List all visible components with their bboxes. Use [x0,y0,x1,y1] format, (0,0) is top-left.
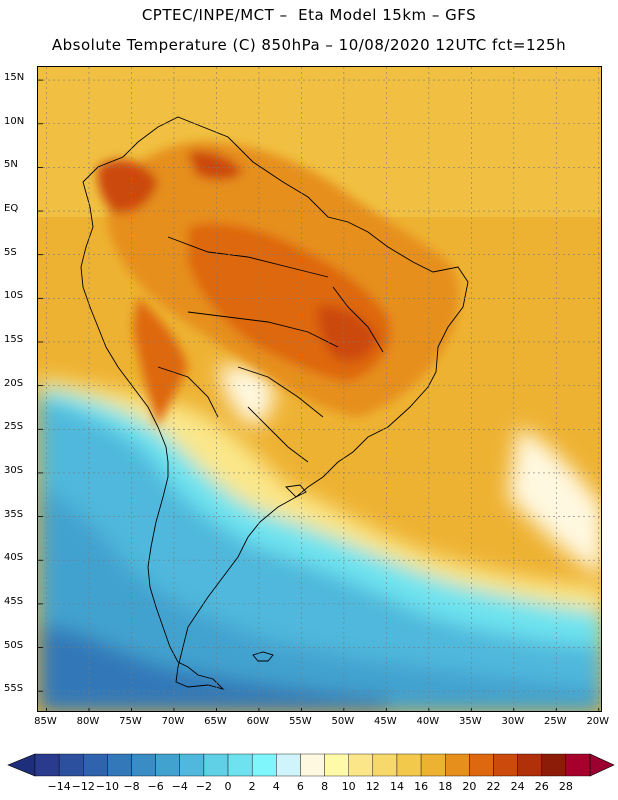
graticule [38,67,601,711]
colorbar-swatch [131,753,156,777]
colorbar-tick-label: −2 [195,780,213,793]
longitude-label: 85W [34,716,57,727]
longitude-label: 60W [246,716,270,727]
colorbar-tick-label: −12 [71,780,95,793]
colorbar-tick-label: 2 [248,780,256,793]
latitude-label: 55S [4,683,24,695]
longitude-label: 55W [289,716,312,727]
colorbar-swatch [517,753,542,777]
chart-title-line2: Absolute Temperature (C) 850hPa – 10/08/… [51,36,567,54]
colorbar-swatch [348,753,374,777]
colorbar-tick-label: 8 [321,780,329,793]
colorbar-swatch [58,753,84,777]
latitude-label: 15N [4,72,25,84]
colorbar-tick-label: −14 [47,780,71,793]
colorbar-tick-label: 22 [486,780,501,793]
latitude-label: 10N [4,115,25,127]
colorbar-tick-label: 16 [414,780,429,793]
colorbar-swatch [179,753,205,777]
colorbar-tick-label: 12 [365,780,380,793]
colorbar-swatch [372,753,398,777]
colorbar-swatch [276,753,301,777]
colorbar-swatch [565,753,591,777]
latitude-label: 5N [4,159,18,171]
chart-title-line1: CPTEC/INPE/MCT – Eta Model 15km – GFS [141,6,477,24]
longitude-label: 30W [501,716,525,727]
colorbar-tick-label: 4 [272,780,280,793]
colorbar-over-arrow [589,753,615,777]
colorbar-tick-label: −6 [147,780,164,793]
colorbar-tick-label: 18 [438,780,453,793]
longitude-label: 45W [374,716,397,727]
latitude-label: 45S [4,595,24,607]
longitude-label: 75W [119,716,142,727]
latitude-label: 5S [4,246,17,258]
longitude-label: 65W [204,716,227,727]
colorbar-swatch [541,753,567,777]
colorbar-swatch [469,753,494,777]
colorbar-swatch [107,753,132,777]
colorbar-tick-label: 24 [510,780,525,793]
longitude-label: 25W [543,716,567,727]
colorbar-swatch [34,753,60,777]
longitude-label: 80W [76,716,100,727]
latitude-label: 30S [4,464,24,476]
colorbar-tick-label: 0 [224,780,232,793]
colorbar-tick-label: 10 [341,780,356,793]
latitude-label: 20S [4,377,24,389]
colorbar-tick-label: 26 [534,780,549,793]
color-scale-bar [7,753,615,777]
latitude-label: 40S [4,552,24,564]
latitude-label: 10S [4,290,24,302]
colorbar-tick-label: 6 [296,780,304,793]
colorbar-swatch [396,753,422,777]
coastline-outline [80,116,469,690]
colorbar-swatch [227,753,253,777]
colorbar-tick-label: 20 [462,780,477,793]
colorbar-tick-label: −4 [171,780,188,793]
latitude-label: 35S [4,508,24,520]
colorbar-swatch [83,753,108,777]
colorbar-swatch [251,753,277,777]
latitude-label: 50S [4,639,24,651]
colorbar-tick-label: 28 [558,780,573,793]
colorbar-swatch [324,753,349,777]
temperature-map [37,66,602,712]
colorbar-swatch [493,753,518,777]
colorbar-swatch [203,753,229,777]
temperature-field [38,67,601,711]
colorbar-tick-label: 14 [389,780,404,793]
colorbar-swatch [445,753,470,777]
colorbar-tick-label: −8 [123,780,140,793]
colorbar-swatch [420,753,446,777]
latitude-label: 25S [4,421,24,433]
colorbar-swatch [300,753,325,777]
latitude-label: 15S [4,333,24,345]
colorbar-under-arrow [7,753,36,777]
longitude-label: 35W [458,716,482,727]
colorbar-tick-label: −10 [95,780,119,793]
longitude-label: 20W [586,716,610,727]
colorbar-swatch [155,753,180,777]
longitude-label: 50W [331,716,355,727]
graticule-ticks [38,79,600,711]
longitude-label: 70W [161,716,185,727]
latitude-label: EQ [4,203,19,215]
longitude-label: 40W [416,716,440,727]
